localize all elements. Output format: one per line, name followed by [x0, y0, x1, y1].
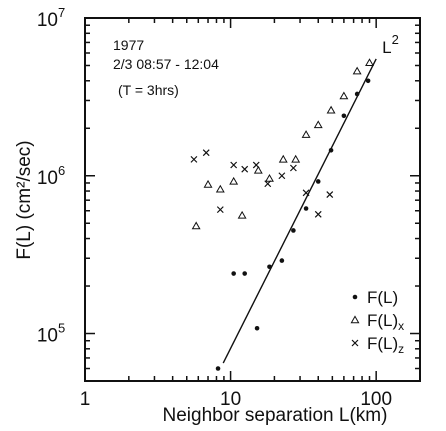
point-triangle: [253, 165, 263, 174]
legend: F(L)F(L)xF(L)z: [350, 288, 404, 356]
series-triangle: [191, 58, 374, 230]
point-dot: [254, 325, 260, 331]
annotation-time-range: 2/3 08:57 - 12:04: [113, 56, 219, 72]
point-dot: [315, 179, 321, 184]
y-tick-base: 10: [37, 168, 58, 189]
annotation-year: 1977: [113, 37, 144, 53]
point-dot: [341, 113, 347, 119]
y-tick-exponent: 7: [58, 5, 65, 20]
legend-label: F(L): [367, 288, 398, 307]
axis-ticks: [84, 17, 421, 382]
y-axis-title: F(L) (cm²/sec): [14, 140, 35, 259]
legend-label-main: F(L): [367, 311, 398, 330]
point-dot: [215, 366, 221, 371]
series-dot: [215, 78, 371, 371]
y-tick-label: 107: [37, 5, 65, 31]
point-dot: [291, 228, 296, 233]
point-x: [216, 206, 224, 214]
point-triangle: [352, 66, 362, 75]
x-tick-label: 10: [220, 389, 241, 410]
point-dot: [267, 264, 272, 270]
y-tick-label: 105: [37, 321, 65, 347]
point-triangle: [365, 58, 374, 67]
fit-line-group: L2: [222, 32, 399, 364]
legend-label: F(L)z: [367, 334, 404, 356]
legend-label-subscript: x: [398, 319, 404, 333]
y-tick-exponent: 5: [58, 321, 65, 336]
legend-marker-x: [351, 339, 359, 347]
point-triangle: [215, 184, 225, 193]
point-x: [326, 191, 334, 198]
point-triangle: [326, 105, 336, 114]
point-triangle: [229, 176, 239, 185]
point-triangle: [265, 173, 274, 182]
point-triangle: [339, 91, 349, 100]
point-dot: [242, 271, 247, 276]
point-x: [264, 180, 272, 188]
legend-label: F(L)x: [367, 311, 404, 333]
y-tick-exponent: 6: [58, 163, 65, 178]
point-dot: [354, 91, 360, 97]
point-triangle: [237, 210, 247, 219]
x-tick-label: 1: [80, 389, 91, 410]
fit-line: [222, 58, 377, 364]
fit-line-label-base: L: [382, 38, 391, 57]
point-x: [289, 164, 297, 172]
point-x: [252, 161, 260, 169]
legend-marker-triangle: [350, 315, 360, 324]
point-triangle: [191, 221, 201, 230]
point-x: [314, 210, 322, 218]
annotation-block: 1977 2/3 08:57 - 12:04 (T = 3hrs): [113, 37, 219, 98]
y-tick-base: 10: [37, 326, 58, 347]
point-x: [278, 172, 286, 180]
fit-line-label-exponent: 2: [392, 32, 399, 47]
point-dot: [303, 206, 309, 211]
legend-label-subscript: z: [398, 342, 404, 356]
legend-marker-dot: [352, 294, 358, 300]
point-triangle: [301, 130, 311, 138]
point-x: [230, 161, 238, 169]
data-marks: [190, 58, 374, 371]
point-dot: [328, 147, 334, 153]
x-axis-title: Neighbor separation L(km): [163, 405, 388, 426]
point-dot: [279, 258, 285, 263]
point-x: [190, 155, 198, 163]
legend-label-main: F(L): [367, 288, 398, 307]
y-tick-base: 10: [37, 10, 58, 31]
point-dot: [231, 271, 236, 276]
fit-line-label: L2: [382, 32, 399, 57]
annotation-duration: (T = 3hrs): [118, 82, 179, 98]
point-triangle: [291, 154, 301, 163]
y-tick-label: 106: [37, 163, 65, 189]
point-triangle: [313, 120, 323, 129]
point-x: [202, 149, 210, 157]
point-x: [302, 189, 310, 197]
point-x: [241, 165, 249, 173]
x-tick-label: 100: [360, 389, 392, 410]
point-triangle: [203, 179, 213, 188]
legend-label-main: F(L): [367, 334, 398, 353]
point-dot: [365, 78, 371, 84]
series-x: [190, 149, 334, 218]
point-triangle: [278, 154, 288, 163]
